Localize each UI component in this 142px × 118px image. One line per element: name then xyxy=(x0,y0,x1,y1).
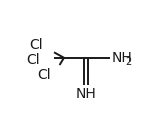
Text: 2: 2 xyxy=(126,57,132,67)
Text: NH: NH xyxy=(112,51,133,65)
Text: Cl: Cl xyxy=(37,68,51,82)
Text: NH: NH xyxy=(76,87,96,101)
Text: Cl: Cl xyxy=(27,53,40,67)
Text: Cl: Cl xyxy=(29,38,42,52)
